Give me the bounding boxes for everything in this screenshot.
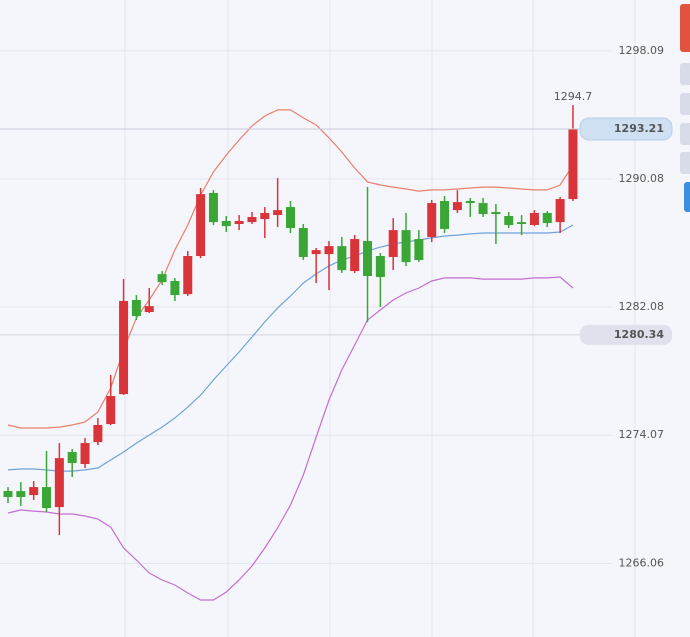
candle-body bbox=[183, 256, 193, 295]
vertical-grid bbox=[124, 0, 636, 637]
candle-body bbox=[465, 200, 475, 204]
candle-body bbox=[504, 216, 514, 225]
candle-body bbox=[452, 202, 462, 211]
candle-body bbox=[311, 250, 321, 255]
candle-body bbox=[196, 194, 206, 257]
candle-body bbox=[260, 212, 270, 220]
candle-body bbox=[3, 491, 13, 497]
candle-body bbox=[144, 306, 154, 313]
candle-body bbox=[388, 230, 398, 257]
y-tick-label: 1298.09 bbox=[619, 44, 665, 57]
band-line bbox=[7, 276, 574, 601]
toolbar-button[interactable] bbox=[680, 152, 690, 174]
candle-body bbox=[16, 491, 26, 497]
y-tick-label: 1266.06 bbox=[619, 556, 665, 569]
high-label: 1294.7 bbox=[554, 90, 593, 103]
candle-body bbox=[119, 300, 129, 395]
candle-body bbox=[157, 274, 167, 283]
last-price-tag bbox=[579, 117, 673, 141]
candle-body bbox=[375, 256, 385, 277]
candle-body bbox=[298, 228, 308, 257]
candle-body bbox=[285, 207, 295, 229]
candle-body bbox=[350, 239, 360, 272]
band-line bbox=[7, 224, 574, 472]
candle-body bbox=[337, 246, 347, 271]
candle-body bbox=[555, 199, 565, 223]
candle-body bbox=[491, 212, 501, 215]
candle-body bbox=[427, 203, 437, 237]
candle-body bbox=[54, 458, 64, 508]
toolbar-button[interactable] bbox=[680, 93, 690, 115]
side-toolbar bbox=[680, 4, 690, 212]
candle-body bbox=[414, 239, 424, 261]
candle-body bbox=[170, 280, 180, 296]
last-price-label: 1293.21 bbox=[614, 122, 664, 135]
candle-body bbox=[273, 210, 283, 216]
candle-body bbox=[221, 220, 231, 227]
candle-body bbox=[234, 220, 244, 225]
candle-body bbox=[42, 487, 52, 509]
y-tick-label: 1290.08 bbox=[619, 172, 665, 185]
candle-body bbox=[208, 192, 218, 223]
y-tick-label: 1274.07 bbox=[619, 428, 665, 441]
toolbar-button[interactable] bbox=[680, 4, 690, 52]
candle-body bbox=[93, 424, 103, 443]
band-line bbox=[7, 109, 574, 429]
price-tag bbox=[580, 324, 672, 345]
toolbar-button[interactable] bbox=[680, 63, 690, 85]
candle-body bbox=[324, 246, 334, 255]
candle-body bbox=[67, 452, 77, 464]
toolbar-button[interactable] bbox=[680, 123, 690, 145]
candle-body bbox=[478, 203, 488, 215]
candle-body bbox=[568, 128, 578, 200]
candle-body bbox=[363, 240, 373, 277]
candle-body bbox=[440, 200, 450, 229]
candle-body bbox=[401, 230, 411, 263]
y-tick-label: 1282.08 bbox=[619, 300, 665, 313]
price-tag-label: 1280.34 bbox=[614, 328, 664, 341]
candle-body bbox=[529, 212, 539, 225]
candle-body bbox=[131, 300, 141, 317]
candle-body bbox=[542, 212, 552, 224]
candle-body bbox=[80, 443, 90, 465]
candle-body bbox=[517, 222, 527, 225]
candle-body bbox=[29, 487, 39, 496]
candle-body bbox=[106, 396, 116, 425]
toolbar-button[interactable] bbox=[684, 182, 690, 212]
candle-body bbox=[247, 216, 257, 223]
